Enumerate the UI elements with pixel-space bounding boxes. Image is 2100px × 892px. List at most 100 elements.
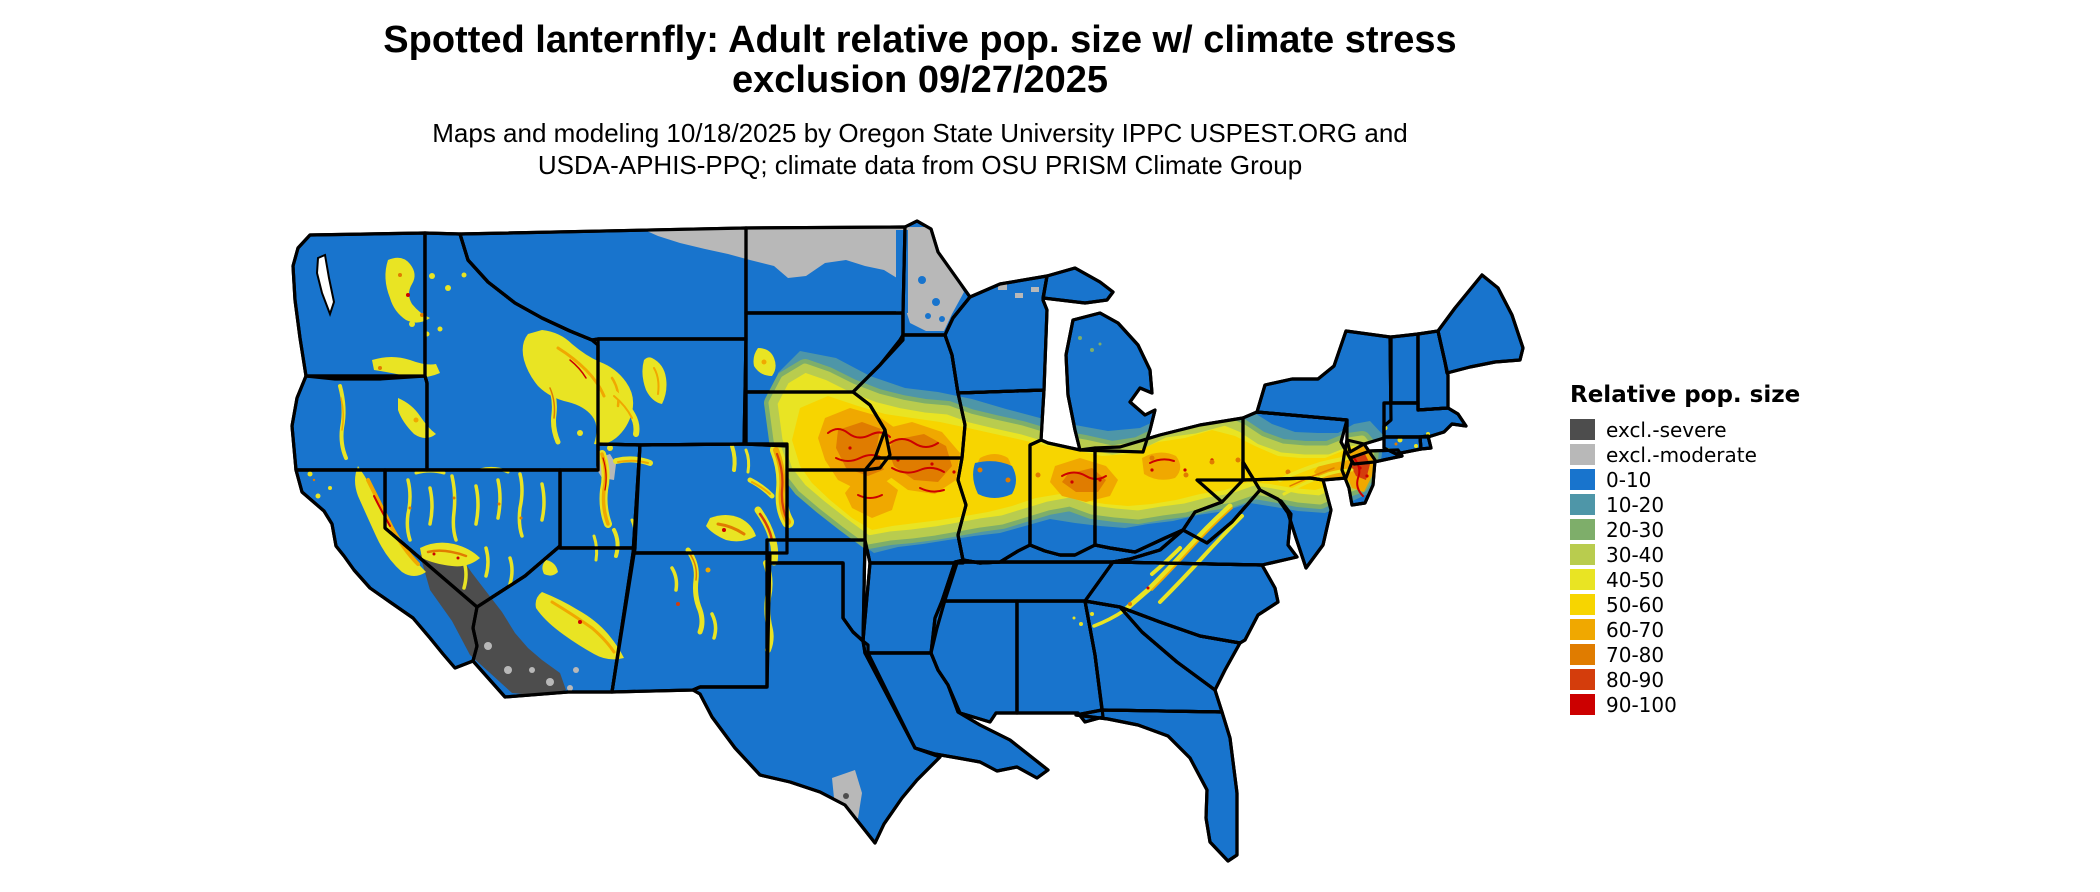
state-border-washington (291, 231, 427, 381)
state-border-connecticut (1382, 435, 1423, 456)
heat-speck (420, 313, 424, 317)
legend-item: 60-70 (1570, 617, 1800, 642)
heat-speck (328, 486, 332, 490)
legend-title: Relative pop. size (1570, 382, 1801, 408)
heat-speck (315, 493, 321, 499)
heat-speck (1079, 622, 1083, 626)
heat-speck (1072, 616, 1076, 620)
heat-region (642, 357, 667, 404)
heat-speck (429, 273, 435, 279)
heat-speck (529, 667, 535, 673)
legend-label: 30-40 (1606, 542, 1665, 567)
legend-item: 80-90 (1570, 668, 1800, 692)
heat-ridge (689, 553, 698, 581)
heat-region (535, 592, 624, 660)
state-border-michigan-lp (1064, 311, 1157, 454)
heat-speck (676, 602, 680, 606)
legend-item: 70-80 (1570, 643, 1800, 667)
heat-speck (1414, 444, 1418, 448)
heat-ridge (1282, 468, 1354, 496)
state-border-new-york (1255, 329, 1393, 454)
heat-speck (445, 285, 451, 291)
heat-speck (1128, 602, 1132, 606)
state-border-mississippi (929, 599, 1019, 724)
heat-ridge (607, 387, 640, 437)
state-vermont (1389, 332, 1420, 405)
state-border-massachusetts (1382, 401, 1468, 439)
heat-ridge (827, 428, 891, 439)
legend-item: 90-100 (1570, 692, 1800, 717)
heat-speck (952, 470, 956, 474)
us-map-svg (290, 219, 1525, 863)
heat-speck (1146, 586, 1150, 590)
legend-label: 90-100 (1606, 692, 1677, 717)
heat-ridge (1158, 514, 1244, 604)
heat-ridge (751, 481, 771, 495)
state-colorado (631, 442, 789, 555)
heat-speck (546, 678, 554, 686)
heat-ridge (716, 522, 746, 536)
heat-ridge (758, 512, 774, 542)
heat-speck (1015, 293, 1023, 298)
heat-ridge (556, 346, 606, 398)
puget-sound (315, 253, 336, 317)
heat-ridge (366, 478, 420, 566)
heat-speck (432, 552, 436, 556)
heat-speck (452, 496, 456, 500)
state-border-texas (691, 561, 942, 845)
legend-label: 40-50 (1606, 567, 1665, 592)
heat-ridge (889, 438, 939, 448)
heat-speck (977, 467, 983, 473)
heat-speck (1358, 466, 1362, 470)
heat-speck (1005, 477, 1011, 483)
heat-ridge (428, 486, 434, 526)
heat-speck (398, 273, 402, 277)
legend-item: 20-30 (1570, 518, 1800, 542)
legend-label: 10-20 (1606, 492, 1665, 517)
heat-speck (1070, 480, 1074, 484)
legend-label: 60-70 (1606, 617, 1665, 642)
heat-ridge (612, 528, 620, 558)
heat-ridge (550, 600, 616, 654)
heat-ridge (373, 495, 391, 527)
us-population-map (280, 218, 1530, 888)
heat-speck (573, 667, 579, 673)
legend-swatch (1570, 469, 1595, 490)
heat-ridge (617, 459, 649, 464)
heat-speck (1150, 468, 1154, 472)
heat-ridge (613, 395, 633, 419)
heat-speck (312, 478, 316, 482)
heat-ridge (602, 457, 607, 491)
heat-region (385, 257, 430, 323)
legend-item: excl.-moderate (1570, 442, 1800, 467)
heat-ridge (484, 546, 490, 578)
legend-swatch (1570, 619, 1595, 640)
heat-ridge (1289, 467, 1335, 487)
map-legend: Relative pop. size excl.-severe excl.-mod… (1570, 382, 1800, 719)
heat-ridge (405, 478, 412, 542)
heat-ridge (426, 549, 468, 558)
heat-speck (1090, 348, 1094, 352)
legend-swatch (1570, 569, 1595, 590)
state-border-rhode-island (1418, 434, 1433, 451)
legend-item: 0-10 (1570, 468, 1800, 492)
legend-label: excl.-moderate (1606, 442, 1757, 467)
heat-speck (1149, 455, 1155, 461)
heat-speck (932, 298, 940, 306)
heat-speck (1235, 457, 1241, 463)
heat-speck (456, 556, 460, 560)
legend-swatch (1570, 419, 1595, 440)
heat-ridge (1149, 458, 1175, 464)
heat-region (1142, 452, 1181, 480)
heat-ridge (1278, 456, 1350, 482)
heat-region (420, 546, 566, 696)
heat-speck (1183, 472, 1189, 478)
heat-ridge (517, 472, 524, 538)
heat-speck (1098, 478, 1102, 482)
heat-speck (378, 366, 382, 370)
heat-ridge (474, 484, 480, 526)
heat-speck (567, 685, 573, 691)
heat-speck (848, 446, 852, 450)
heat-speck (998, 284, 1007, 290)
heat-speck (607, 445, 613, 451)
